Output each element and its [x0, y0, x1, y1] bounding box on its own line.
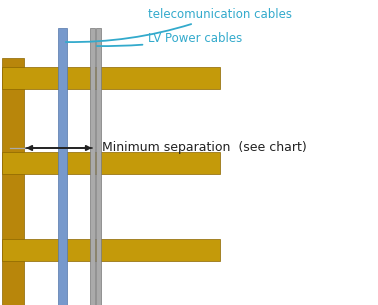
Bar [96, 28, 101, 305]
Text: Minimum separation  (see chart): Minimum separation (see chart) [102, 142, 307, 155]
Bar [90, 28, 94, 305]
Bar [2, 152, 220, 174]
Bar [57, 28, 67, 305]
Bar [2, 58, 24, 305]
Text: LV Power cables: LV Power cables [97, 31, 242, 46]
Text: telecomunication cables: telecomunication cables [66, 8, 292, 42]
Bar [2, 67, 220, 89]
Bar [2, 239, 220, 261]
